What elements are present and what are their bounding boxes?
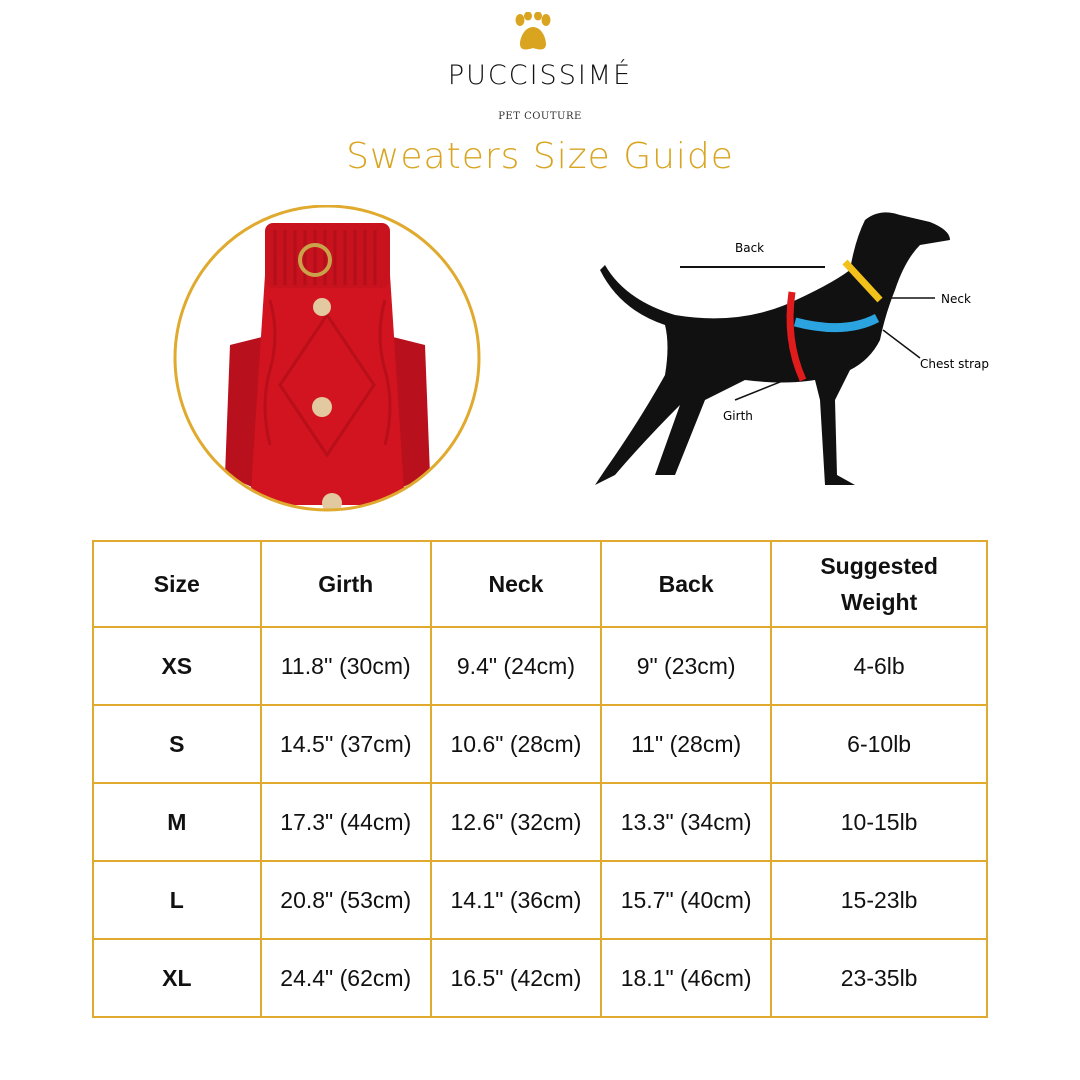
table-row: XL 24.4" (62cm) 16.5" (42cm) 18.1" (46cm) 23…: [92, 938, 988, 1018]
cell-neck: 14.1" (36cm): [429, 860, 603, 940]
size-table: Size Girth Neck Back Suggested Weight XS…: [92, 540, 988, 1018]
cell-neck: 12.6" (32cm): [429, 782, 603, 862]
cell-girth: 14.5'' (37cm): [259, 704, 432, 784]
dog-silhouette: [595, 212, 950, 485]
cell-girth: 11.8'' (30cm): [259, 626, 432, 706]
paw-icon: [515, 12, 551, 50]
header-neck: Neck: [429, 540, 603, 628]
table-header-row: Size Girth Neck Back Suggested Weight: [92, 540, 988, 628]
cell-back: 15.7" (40cm): [600, 860, 773, 940]
cell-neck: 10.6" (28cm): [429, 704, 603, 784]
table-row: L 20.8" (53cm) 14.1" (36cm) 15.7" (40cm) 15-…: [92, 860, 988, 940]
sweater-photo: [173, 205, 481, 512]
cell-size: L: [92, 860, 262, 940]
brand-tagline: PET COUTURE: [498, 111, 582, 122]
table-row: XS 11.8'' (30cm) 9.4" (24cm) 9" (23cm) 4-6lb: [92, 626, 988, 706]
table-row: S 14.5'' (37cm) 10.6" (28cm) 11" (28cm) 6-10…: [92, 704, 988, 784]
header-size: Size: [92, 540, 262, 628]
cell-weight: 10-15lb: [770, 782, 988, 862]
dog-measurement-diagram: Back Neck Chest strap Girth: [595, 212, 989, 485]
cell-girth: 24.4" (62cm): [259, 938, 432, 1018]
brand-name: PUCCISSIMÉ: [447, 60, 633, 91]
cell-neck: 16.5" (42cm): [429, 938, 603, 1018]
cell-back: 9" (23cm): [600, 626, 773, 706]
cell-weight: 23-35lb: [770, 938, 988, 1018]
cell-back: 11" (28cm): [600, 704, 773, 784]
cell-neck: 9.4" (24cm): [429, 626, 603, 706]
label-neck: Neck: [941, 292, 971, 306]
label-chest-strap: Chest strap: [920, 357, 989, 371]
cell-weight: 15-23lb: [770, 860, 988, 940]
cell-size: XL: [92, 938, 262, 1018]
header-back: Back: [600, 540, 773, 628]
cell-weight: 4-6lb: [770, 626, 988, 706]
table-row: M 17.3" (44cm) 12.6" (32cm) 13.3" (34cm) 10-…: [92, 782, 988, 862]
cell-size: M: [92, 782, 262, 862]
cell-size: XS: [92, 626, 262, 706]
label-back: Back: [735, 241, 764, 255]
cell-weight: 6-10lb: [770, 704, 988, 784]
cell-girth: 20.8" (53cm): [259, 860, 432, 940]
cell-size: S: [92, 704, 262, 784]
label-girth: Girth: [723, 409, 753, 423]
cell-back: 13.3" (34cm): [600, 782, 773, 862]
header-girth: Girth: [259, 540, 432, 628]
cell-girth: 17.3" (44cm): [259, 782, 432, 862]
page-title: Sweaters Size Guide: [346, 136, 734, 177]
cell-back: 18.1" (46cm): [600, 938, 773, 1018]
header-suggested-weight: Suggested Weight: [770, 540, 988, 628]
